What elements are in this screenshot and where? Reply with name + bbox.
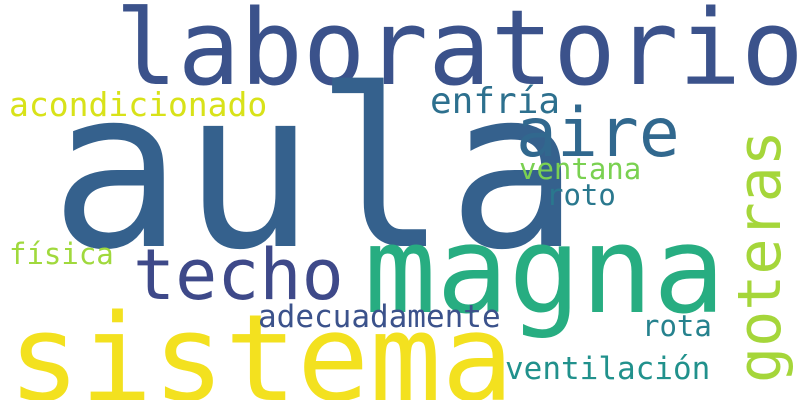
word-magna: magna [364, 202, 726, 341]
word-sistema: sistema [8, 290, 514, 400]
word-ventilacion: ventilación [505, 351, 711, 387]
word-techo: techo [133, 234, 344, 316]
word-acondicionado: acondicionado [9, 85, 268, 124]
word-enfria: enfría [430, 81, 561, 122]
word-ventana: ventana [519, 152, 642, 186]
word-goteras: goteras [725, 130, 795, 383]
word-aula: aula [50, 42, 580, 298]
word-roto: roto [546, 178, 616, 212]
word-rota: rota [642, 309, 712, 343]
word-fisica: física [9, 237, 114, 271]
word-laboratorio: laboratorio [115, 0, 800, 109]
word-aire: aire [516, 94, 680, 173]
word-adecuadamente: adecuadamente [258, 299, 501, 335]
